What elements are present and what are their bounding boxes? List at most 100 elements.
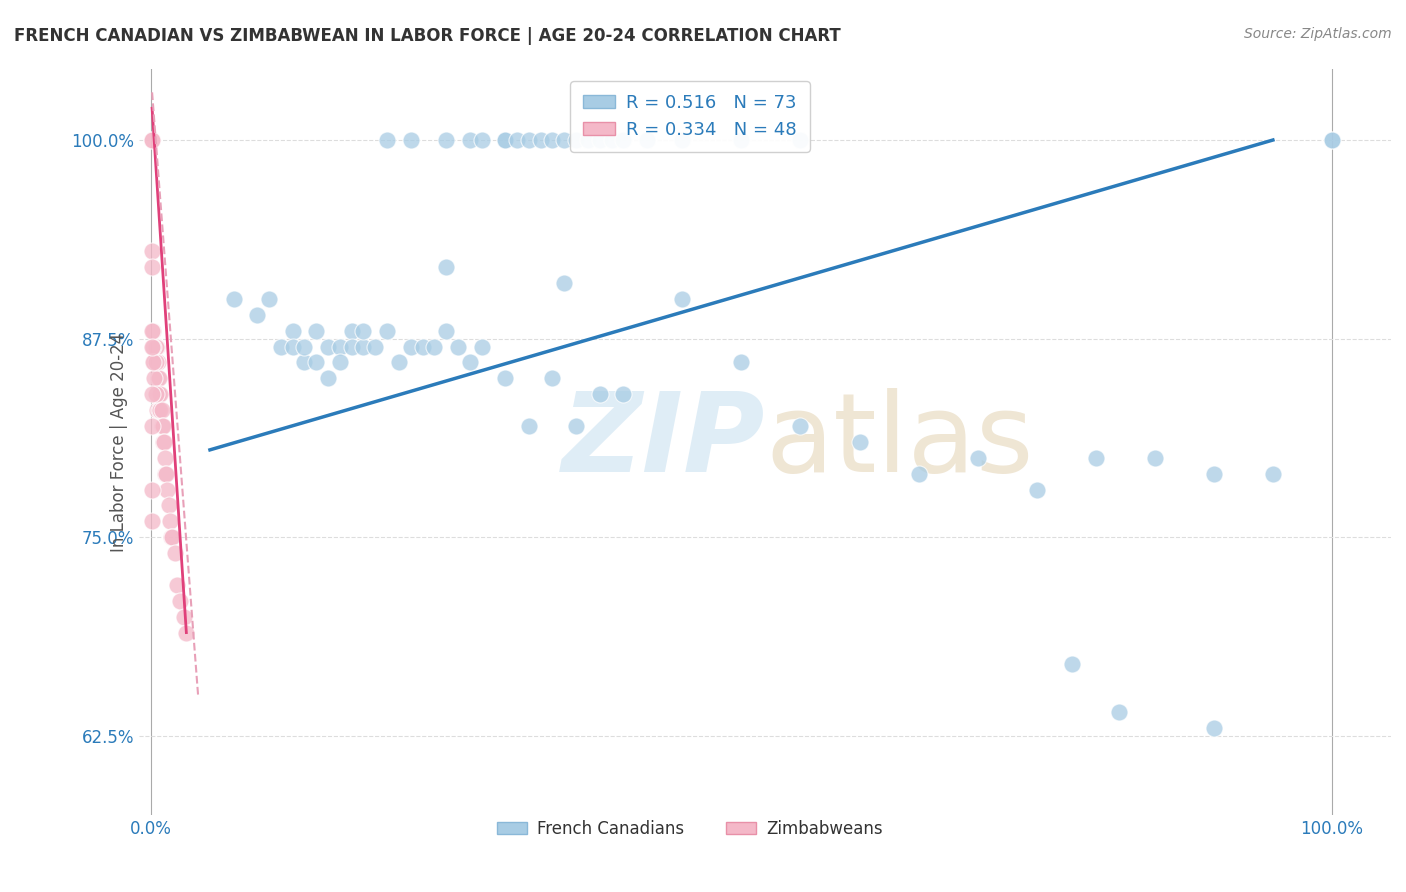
Y-axis label: In Labor Force | Age 20-24: In Labor Force | Age 20-24	[110, 333, 128, 551]
Point	[353, 324, 375, 338]
Point	[148, 387, 170, 401]
Point	[471, 340, 494, 354]
Point	[1320, 133, 1343, 147]
Point	[149, 403, 172, 417]
Point	[1108, 705, 1130, 719]
Point	[565, 419, 588, 434]
Point	[257, 292, 280, 306]
Point	[148, 403, 170, 417]
Point	[412, 340, 434, 354]
Point	[789, 133, 811, 147]
Point	[150, 403, 173, 417]
Point	[146, 371, 169, 385]
Point	[153, 434, 176, 449]
Point	[141, 133, 163, 147]
Point	[152, 434, 174, 449]
Point	[576, 133, 599, 147]
Point	[340, 324, 363, 338]
Point	[305, 324, 328, 338]
Point	[1202, 721, 1225, 735]
Text: atlas: atlas	[765, 388, 1033, 495]
Legend: French Canadians, Zimbabweans: French Canadians, Zimbabweans	[491, 813, 890, 845]
Point	[434, 133, 457, 147]
Point	[148, 371, 170, 385]
Text: ZIP: ZIP	[561, 388, 765, 495]
Point	[517, 133, 540, 147]
Point	[316, 371, 339, 385]
Point	[494, 371, 516, 385]
Point	[141, 260, 163, 274]
Point	[1025, 483, 1047, 497]
Point	[141, 244, 163, 259]
Point	[458, 355, 481, 369]
Point	[730, 355, 752, 369]
Point	[530, 133, 553, 147]
Point	[141, 483, 163, 497]
Point	[281, 340, 304, 354]
Point	[399, 340, 422, 354]
Point	[146, 355, 169, 369]
Point	[146, 355, 169, 369]
Point	[966, 450, 988, 465]
Point	[364, 340, 387, 354]
Point	[246, 308, 269, 322]
Point	[153, 450, 176, 465]
Point	[671, 133, 693, 147]
Point	[434, 260, 457, 274]
Point	[149, 387, 172, 401]
Point	[730, 133, 752, 147]
Point	[141, 387, 163, 401]
Point	[907, 467, 929, 481]
Point	[340, 340, 363, 354]
Point	[159, 514, 181, 528]
Point	[152, 419, 174, 434]
Point	[146, 403, 169, 417]
Point	[375, 133, 398, 147]
Text: Source: ZipAtlas.com: Source: ZipAtlas.com	[1244, 27, 1392, 41]
Point	[305, 355, 328, 369]
Point	[671, 292, 693, 306]
Point	[636, 133, 658, 147]
Point	[600, 133, 623, 147]
Point	[447, 340, 470, 354]
Point	[612, 387, 634, 401]
Point	[1320, 133, 1343, 147]
Point	[163, 546, 186, 560]
Point	[789, 419, 811, 434]
Point	[1261, 467, 1284, 481]
Point	[146, 387, 169, 401]
Point	[517, 419, 540, 434]
Point	[388, 355, 411, 369]
Point	[156, 483, 179, 497]
Point	[160, 530, 183, 544]
Point	[141, 514, 163, 528]
Point	[141, 419, 163, 434]
Point	[471, 133, 494, 147]
Point	[589, 133, 612, 147]
Point	[142, 355, 165, 369]
Point	[294, 340, 316, 354]
Point	[1143, 450, 1166, 465]
Point	[155, 467, 177, 481]
Point	[141, 133, 163, 147]
Point	[434, 324, 457, 338]
Point	[494, 133, 516, 147]
Point	[423, 340, 446, 354]
Text: FRENCH CANADIAN VS ZIMBABWEAN IN LABOR FORCE | AGE 20-24 CORRELATION CHART: FRENCH CANADIAN VS ZIMBABWEAN IN LABOR F…	[14, 27, 841, 45]
Point	[399, 133, 422, 147]
Point	[160, 530, 183, 544]
Point	[1202, 467, 1225, 481]
Point	[1062, 657, 1084, 672]
Point	[222, 292, 245, 306]
Point	[329, 355, 352, 369]
Point	[153, 467, 176, 481]
Point	[142, 340, 165, 354]
Point	[565, 133, 588, 147]
Point	[166, 578, 188, 592]
Point	[848, 434, 870, 449]
Point	[294, 355, 316, 369]
Point	[589, 387, 612, 401]
Point	[145, 355, 167, 369]
Point	[329, 340, 352, 354]
Point	[281, 324, 304, 338]
